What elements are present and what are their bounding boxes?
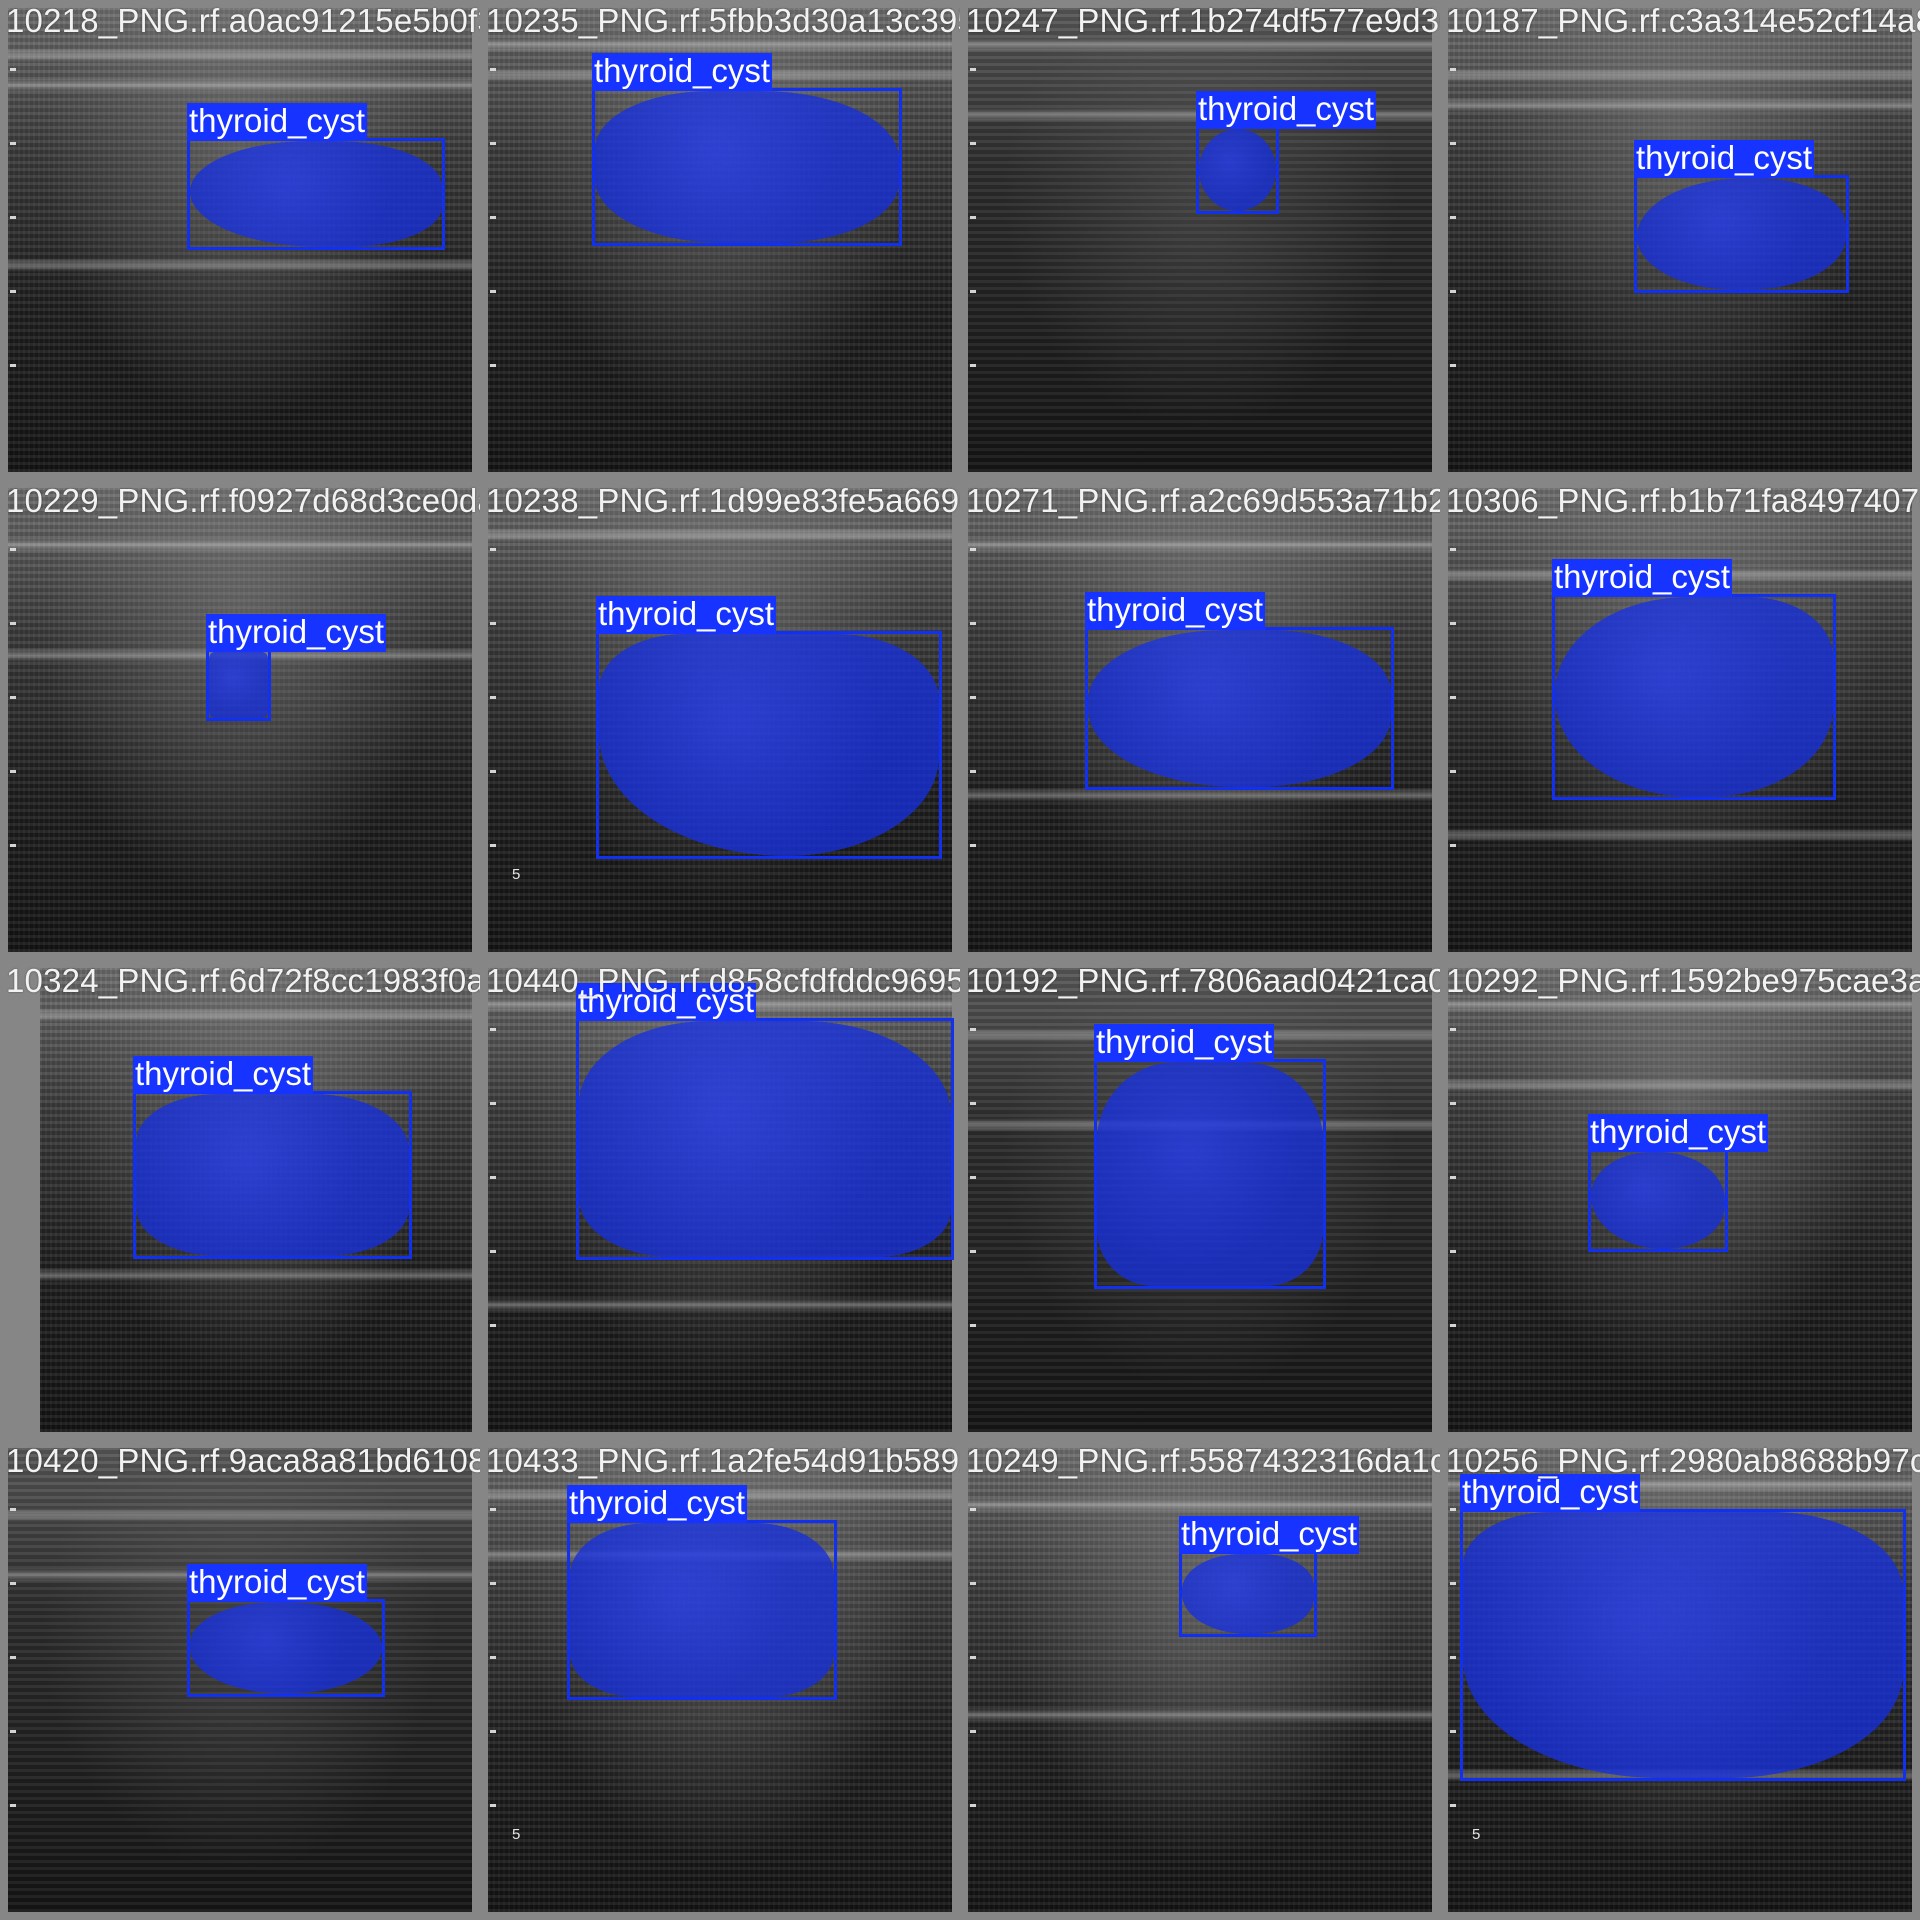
detection-label: thyroid_cyst bbox=[596, 595, 777, 634]
detection-box: thyroid_cyst bbox=[1179, 1515, 1360, 1637]
image-filename: 10256_PNG.rf.2980ab8688b97c1d3e5f0a6b4c2… bbox=[1446, 1442, 1920, 1479]
image-filename: 10247_PNG.rf.1b274df577e9d30498b82dc303f… bbox=[966, 2, 1440, 39]
image-filename: 10218_PNG.rf.a0ac91215e5b0f3d1c7b6a0e0d9… bbox=[6, 2, 480, 39]
tile-4: 10187_PNG.rf.c3a314e52cf14a8b7d2e90f61c5… bbox=[1440, 0, 1920, 480]
image-filename: 10433_PNG.rf.1a2fe54d91b589286d4e7c3a0b9… bbox=[486, 1442, 960, 1479]
image-filename: 10238_PNG.rf.1d99e83fe5a669028716b9744f5… bbox=[486, 482, 960, 519]
detection-box: thyroid_cyst bbox=[576, 982, 954, 1260]
tile-6: 10238_PNG.rf.1d99e83fe5a669028716b9744f5… bbox=[480, 480, 960, 960]
detection-box: thyroid_cyst bbox=[1552, 558, 1836, 800]
detection-box: thyroid_cyst bbox=[1085, 591, 1394, 790]
segmentation-mask bbox=[1088, 630, 1391, 787]
depth-marker: 5 bbox=[512, 1826, 521, 1843]
tile-8: 10306_PNG.rf.b1b71fa849740763ff039c5e8a2… bbox=[1440, 480, 1920, 960]
detection-label: thyroid_cyst bbox=[1196, 90, 1377, 129]
image-filename: 10420_PNG.rf.9aca8a81bd61085f3c7e2a9b4d6… bbox=[6, 1442, 480, 1479]
detection-box: thyroid_cyst bbox=[1634, 139, 1849, 293]
tile-2: 10235_PNG.rf.5fbb3d30a13c3955199e7ab0c4e… bbox=[480, 0, 960, 480]
tile-13: 10420_PNG.rf.9aca8a81bd61085f3c7e2a9b4d6… bbox=[0, 1440, 480, 1920]
image-filename: 10306_PNG.rf.b1b71fa849740763ff039c5e8a2… bbox=[1446, 482, 1920, 519]
tile-12: 10292_PNG.rf.1592be975cae3a7d4f0b6e2c9d8… bbox=[1440, 960, 1920, 1440]
detection-label: thyroid_cyst bbox=[133, 1055, 314, 1094]
segmentation-mask bbox=[209, 652, 268, 718]
image-filename: 10229_PNG.rf.f0927d68d3ce0da8c1d99e83fe5… bbox=[6, 482, 480, 519]
segmentation-mask bbox=[599, 634, 939, 856]
detection-label: thyroid_cyst bbox=[206, 613, 387, 652]
image-filename: 10249_PNG.rf.5587432316da1c8e9b0f6a7d2e4… bbox=[966, 1442, 1440, 1479]
detection-box: thyroid_cyst bbox=[1588, 1113, 1769, 1252]
detection-box: thyroid_cyst bbox=[1094, 1023, 1326, 1289]
image-filename: 10192_PNG.rf.7806aad0421ca0f3e9b1d6c72e5… bbox=[966, 962, 1440, 999]
segmentation-mask bbox=[190, 1602, 382, 1694]
detection-label: thyroid_cyst bbox=[592, 52, 773, 91]
image-filename: 10271_PNG.rf.a2c69d553a71b24367b1b71fa8f… bbox=[966, 482, 1440, 519]
detection-box: thyroid_cyst bbox=[596, 595, 942, 859]
tile-5: 10229_PNG.rf.f0927d68d3ce0da8c1d99e83fe5… bbox=[0, 480, 480, 960]
tile-16: 10256_PNG.rf.2980ab8688b97c1d3e5f0a6b4c2… bbox=[1440, 1440, 1920, 1920]
image-filename: 10440_PNG.rf.d858cfdfddc969544301b2e8a7f… bbox=[486, 962, 960, 999]
segmentation-mask bbox=[1463, 1512, 1903, 1778]
depth-marker: 5 bbox=[1472, 1826, 1481, 1843]
segmentation-mask bbox=[1182, 1554, 1314, 1634]
tile-1: 10218_PNG.rf.a0ac91215e5b0f3d1c7b6a0e0d9… bbox=[0, 0, 480, 480]
detection-box: thyroid_cyst bbox=[1196, 90, 1377, 214]
image-filename: 10235_PNG.rf.5fbb3d30a13c3955199e7ab0c4e… bbox=[486, 2, 960, 39]
detection-label: thyroid_cyst bbox=[187, 102, 368, 141]
segmentation-mask bbox=[1097, 1062, 1323, 1286]
detection-label: thyroid_cyst bbox=[1179, 1515, 1360, 1554]
segmentation-mask bbox=[1637, 178, 1846, 290]
detection-label: thyroid_cyst bbox=[1634, 139, 1815, 178]
image-filename: 10187_PNG.rf.c3a314e52cf14a8b7d2e90f61c5… bbox=[1446, 2, 1920, 39]
detection-label: thyroid_cyst bbox=[567, 1484, 748, 1523]
segmentation-mask bbox=[1199, 129, 1276, 211]
detection-label: thyroid_cyst bbox=[1094, 1023, 1275, 1062]
detection-label: thyroid_cyst bbox=[187, 1563, 368, 1602]
image-filename: 10292_PNG.rf.1592be975cae3a7d4f0b6e2c9d8… bbox=[1446, 962, 1920, 999]
detection-label: thyroid_cyst bbox=[1552, 558, 1733, 597]
tile-10: 10440_PNG.rf.d858cfdfddc969544301b2e8a7f… bbox=[480, 960, 960, 1440]
tile-3: 10247_PNG.rf.1b274df577e9d30498b82dc303f… bbox=[960, 0, 1440, 480]
detection-label: thyroid_cyst bbox=[1085, 591, 1266, 630]
segmentation-mask bbox=[579, 1021, 951, 1257]
detection-label: thyroid_cyst bbox=[576, 982, 757, 1021]
tile-7: 10271_PNG.rf.a2c69d553a71b24367b1b71fa8f… bbox=[960, 480, 1440, 960]
image-filename: 10324_PNG.rf.6d72f8cc1983f0a5b7c2e4d61f9… bbox=[6, 962, 480, 999]
detection-box: thyroid_cyst bbox=[206, 613, 387, 721]
detection-label: thyroid_cyst bbox=[1588, 1113, 1769, 1152]
segmentation-mask bbox=[570, 1523, 834, 1697]
segmentation-mask bbox=[136, 1094, 409, 1256]
detection-box: thyroid_cyst bbox=[567, 1484, 837, 1700]
depth-marker: 5 bbox=[512, 866, 521, 883]
ultrasound-image bbox=[968, 8, 1432, 472]
segmentation-mask bbox=[595, 91, 899, 243]
detection-label: thyroid_cyst bbox=[1460, 1473, 1641, 1512]
detection-box: thyroid_cyst bbox=[1460, 1473, 1906, 1781]
detection-box: thyroid_cyst bbox=[133, 1055, 412, 1259]
segmentation-mask bbox=[190, 141, 442, 247]
tile-15: 10249_PNG.rf.5587432316da1c8e9b0f6a7d2e4… bbox=[960, 1440, 1440, 1920]
segmentation-mask bbox=[1555, 597, 1833, 797]
segmentation-mask bbox=[1591, 1152, 1725, 1249]
detection-box: thyroid_cyst bbox=[592, 52, 902, 246]
tile-9: 10324_PNG.rf.6d72f8cc1983f0a5b7c2e4d61f9… bbox=[0, 960, 480, 1440]
detection-box: thyroid_cyst bbox=[187, 1563, 385, 1697]
tile-14: 10433_PNG.rf.1a2fe54d91b589286d4e7c3a0b9… bbox=[480, 1440, 960, 1920]
tile-11: 10192_PNG.rf.7806aad0421ca0f3e9b1d6c72e5… bbox=[960, 960, 1440, 1440]
detection-box: thyroid_cyst bbox=[187, 102, 445, 250]
